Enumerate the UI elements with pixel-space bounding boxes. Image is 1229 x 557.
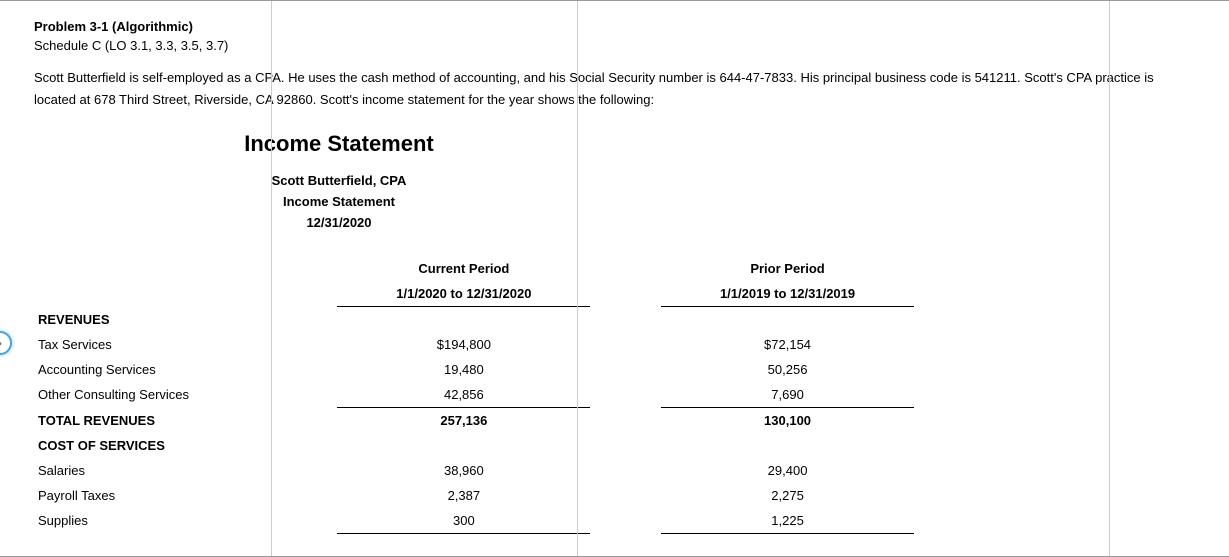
row-current: 42,856 [337, 382, 590, 408]
row-label: Payroll Taxes [34, 483, 337, 508]
total-revenues-label: TOTAL REVENUES [34, 407, 337, 433]
row-current: 38,960 [337, 458, 590, 483]
current-period-range: 1/1/2020 to 12/31/2020 [337, 281, 590, 307]
problem-paragraph: Scott Butterfield is self-employed as a … [34, 67, 1195, 111]
period-range-row: 1/1/2020 to 12/31/2020 1/1/2019 to 12/31… [34, 281, 914, 307]
content-area: Problem 3-1 (Algorithmic) Schedule C (LO… [0, 1, 1229, 534]
table-row: Salaries 38,960 29,400 [34, 458, 914, 483]
prior-period-label: Prior Period [661, 256, 914, 281]
row-prior: $72,154 [661, 332, 914, 357]
vertical-divider [271, 1, 272, 556]
row-label: Other Consulting Services [34, 382, 337, 408]
row-prior: 1,225 [661, 508, 914, 534]
total-revenues-current: 257,136 [337, 407, 590, 433]
revenues-header: REVENUES [34, 306, 914, 332]
row-current: 300 [337, 508, 590, 534]
statement-subheader: Scott Butterfield, CPA Income Statement … [34, 171, 644, 233]
cost-header-row: COST OF SERVICES [34, 433, 914, 458]
row-label: Supplies [34, 508, 337, 534]
chevron-right-icon: › [0, 336, 2, 350]
row-label: Tax Services [34, 332, 337, 357]
income-statement: Income Statement Scott Butterfield, CPA … [34, 131, 1195, 533]
prior-period-range: 1/1/2019 to 12/31/2019 [661, 281, 914, 307]
row-prior: 29,400 [661, 458, 914, 483]
row-prior: 2,275 [661, 483, 914, 508]
problem-title: Problem 3-1 (Algorithmic) [34, 19, 1195, 34]
table-row: Accounting Services 19,480 50,256 [34, 357, 914, 382]
row-prior: 7,690 [661, 382, 914, 408]
total-revenues-prior: 130,100 [661, 407, 914, 433]
statement-title: Income Statement [34, 131, 644, 157]
vertical-divider [1109, 1, 1110, 556]
schedule-line: Schedule C (LO 3.1, 3.3, 3.5, 3.7) [34, 38, 1195, 53]
statement-doc-type: Income Statement [283, 194, 395, 209]
row-current: $194,800 [337, 332, 590, 357]
cost-of-services-header: COST OF SERVICES [34, 433, 914, 458]
statement-company: Scott Butterfield, CPA [272, 173, 407, 188]
row-current: 19,480 [337, 357, 590, 382]
row-label: Salaries [34, 458, 337, 483]
vertical-divider [577, 1, 578, 556]
revenues-header-row: REVENUES [34, 306, 914, 332]
total-revenues-row: TOTAL REVENUES 257,136 130,100 [34, 407, 914, 433]
row-label: Accounting Services [34, 357, 337, 382]
table-row: Tax Services $194,800 $72,154 [34, 332, 914, 357]
page-container: › Problem 3-1 (Algorithmic) Schedule C (… [0, 0, 1229, 557]
row-current: 2,387 [337, 483, 590, 508]
income-table: Current Period Prior Period 1/1/2020 to … [34, 256, 914, 534]
row-prior: 50,256 [661, 357, 914, 382]
table-row: Other Consulting Services 42,856 7,690 [34, 382, 914, 408]
table-row: Payroll Taxes 2,387 2,275 [34, 483, 914, 508]
current-period-label: Current Period [337, 256, 590, 281]
table-row: Supplies 300 1,225 [34, 508, 914, 534]
statement-date: 12/31/2020 [306, 215, 371, 230]
period-label-row: Current Period Prior Period [34, 256, 914, 281]
